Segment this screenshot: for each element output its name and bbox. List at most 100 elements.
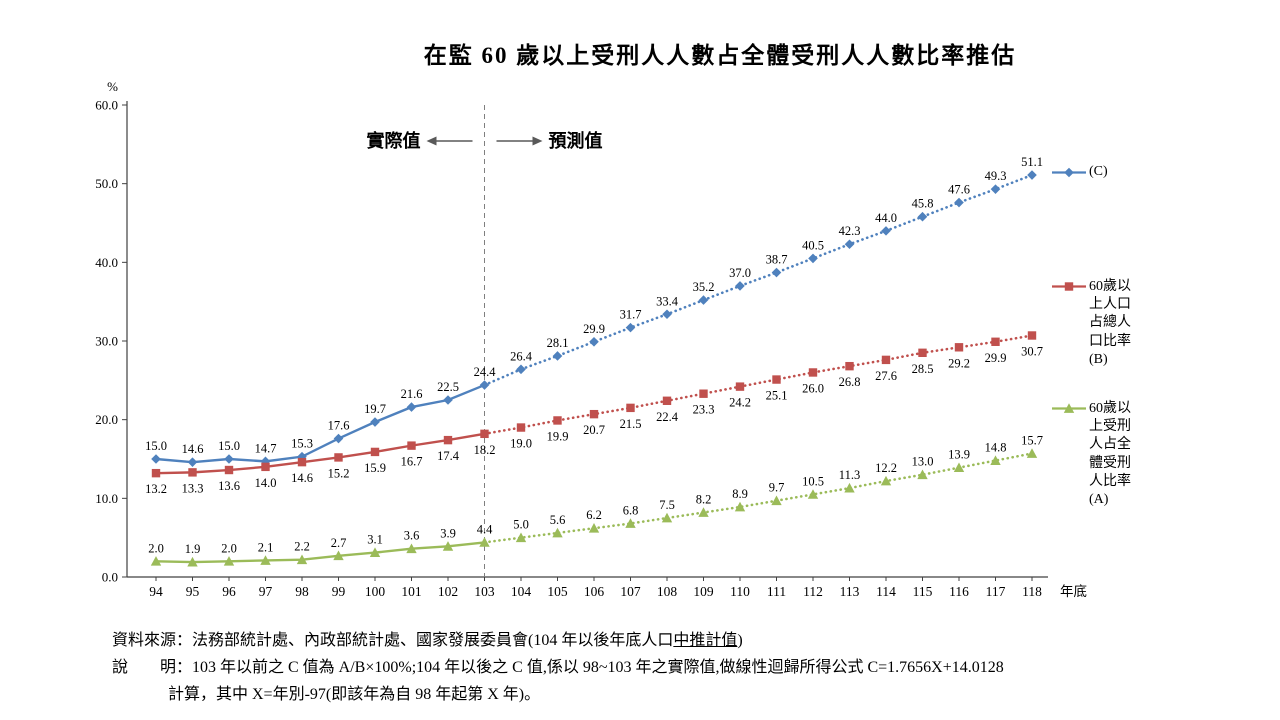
data-label: 17.6 — [328, 419, 350, 433]
y-tick-label: 60.0 — [95, 98, 118, 113]
data-label: 26.0 — [802, 381, 824, 395]
data-label: 14.6 — [182, 442, 204, 456]
axes: 0.0 10.0 20.0 30.0 40.0 50.0 60.0% 94 95 96 97 98 99… — [95, 79, 1087, 599]
data-label: 17.4 — [437, 449, 460, 463]
marker-square — [297, 457, 307, 467]
divider-annotation: 實際值 預測值 — [367, 130, 603, 151]
marker-square — [735, 382, 745, 391]
y-tick-label: 30.0 — [95, 334, 118, 349]
chart-title: 在監 60 歲以上受刑人人數占全體受刑人人數比率推估 — [423, 43, 1017, 68]
x-tick-label: 105 — [547, 584, 568, 599]
data-label: 22.4 — [656, 410, 679, 424]
data-label: 21.5 — [620, 417, 642, 431]
marker-triangle — [880, 475, 892, 486]
series-line-forecast — [483, 334, 1034, 436]
data-label: 15.9 — [364, 461, 386, 475]
data-label: 5.6 — [550, 513, 566, 527]
data-label: 8.9 — [732, 487, 748, 501]
source-note-underlined: 中推計值 — [673, 632, 738, 649]
legend-label: (C) — [1089, 164, 1108, 179]
data-label: 47.6 — [948, 183, 970, 197]
marker-triangle — [698, 507, 709, 517]
x-tick-label: 101 — [401, 584, 421, 599]
data-label: 22.5 — [437, 380, 459, 394]
x-tick-label: 94 — [149, 584, 163, 599]
source-note-prefix: 資料來源：法務部統計處、內政部統計處、國家發展委員會(104 年以後年底人口 — [112, 632, 674, 649]
marker-square — [480, 429, 489, 439]
marker-triangle — [406, 543, 417, 554]
marker-triangle — [588, 523, 600, 533]
data-label: 27.6 — [875, 369, 897, 383]
marker-diamond — [771, 267, 782, 278]
data-label: 2.7 — [331, 536, 347, 550]
x-tick-label: 103 — [474, 584, 495, 599]
marker-square — [151, 468, 161, 478]
data-label: 4.4 — [477, 522, 493, 536]
marker-square — [991, 337, 1000, 346]
legend-item-B: 60歲以上人口占總人口比率(B) — [1052, 278, 1135, 369]
data-label: 14.8 — [985, 441, 1007, 455]
data-label: 13.9 — [948, 448, 970, 462]
data-label: 20.7 — [583, 423, 605, 437]
data-label: 13.3 — [182, 481, 204, 495]
data-label: 40.5 — [802, 238, 824, 252]
actual-label: 實際值 — [367, 130, 421, 151]
marker-diamond — [625, 322, 636, 333]
marker-square — [589, 409, 599, 419]
x-tick-label: 100 — [365, 584, 386, 599]
marker-diamond — [333, 433, 344, 444]
data-label: 1.9 — [185, 542, 201, 556]
data-label: 2.2 — [294, 540, 310, 554]
data-label: 31.7 — [620, 308, 642, 322]
series-B: 13.2 13.3 13.6 14.0 14.6 15.2 15.9 16.7 17.4 18.2… — [145, 331, 1043, 496]
x-tick-label: 113 — [840, 584, 860, 599]
marker-triangle — [771, 495, 782, 506]
marker-triangle — [150, 556, 162, 566]
y-axis-unit: % — [107, 79, 118, 94]
data-label: 19.9 — [547, 429, 569, 443]
data-label: 2.0 — [148, 541, 164, 555]
marker-triangle — [479, 537, 490, 547]
method-note-line1: 說 明：103 年以前之 C 值為 A/B×100%;104 年以後之 C 值,… — [112, 658, 1004, 676]
data-label: 19.7 — [364, 402, 386, 416]
marker-triangle — [442, 541, 454, 551]
marker-square — [626, 403, 635, 413]
data-label: 42.3 — [839, 224, 861, 238]
marker-square — [772, 375, 781, 384]
data-label: 12.2 — [875, 461, 897, 475]
marker-diamond — [589, 336, 599, 347]
data-label: 28.1 — [547, 336, 569, 350]
legend-marker-diamond-icon — [1052, 167, 1086, 177]
data-label: 8.2 — [696, 492, 712, 506]
data-label: 3.9 — [440, 526, 456, 540]
x-tick-label: 110 — [730, 584, 750, 599]
marker-diamond — [260, 456, 271, 467]
x-tick-label: 102 — [438, 584, 458, 599]
data-label: 10.5 — [802, 474, 824, 488]
data-label: 38.7 — [766, 253, 788, 267]
marker-square — [845, 361, 854, 371]
marker-triangle — [187, 556, 198, 567]
marker-square — [1064, 282, 1074, 291]
marker-diamond — [224, 454, 234, 464]
marker-square — [188, 468, 197, 477]
data-label: 29.2 — [948, 356, 970, 370]
y-tick-label: 40.0 — [95, 255, 118, 270]
x-tick-label: 109 — [693, 584, 714, 599]
source-note-suffix: ) — [737, 632, 743, 649]
marker-diamond — [662, 309, 672, 320]
x-axis-unit: 年底 — [1060, 584, 1087, 599]
marker-square — [334, 453, 343, 462]
marker-diamond — [187, 457, 198, 467]
source-note: 資料來源：法務部統計處、內政部統計處、國家發展委員會(104 年以後年底人口中推… — [112, 628, 1232, 655]
data-label: 21.6 — [401, 387, 423, 401]
left-arrowhead-icon — [426, 136, 437, 146]
forecast-label: 預測值 — [549, 130, 603, 151]
data-label: 29.9 — [583, 322, 605, 336]
method-note-line2: 計算，其中 X=年別-97(即該年為自 98 年起第 X 年)。 — [168, 685, 541, 703]
series-line-actual — [155, 541, 485, 564]
marker-diamond — [552, 351, 563, 361]
marker-diamond — [698, 295, 709, 305]
data-label: 24.4 — [474, 365, 497, 379]
